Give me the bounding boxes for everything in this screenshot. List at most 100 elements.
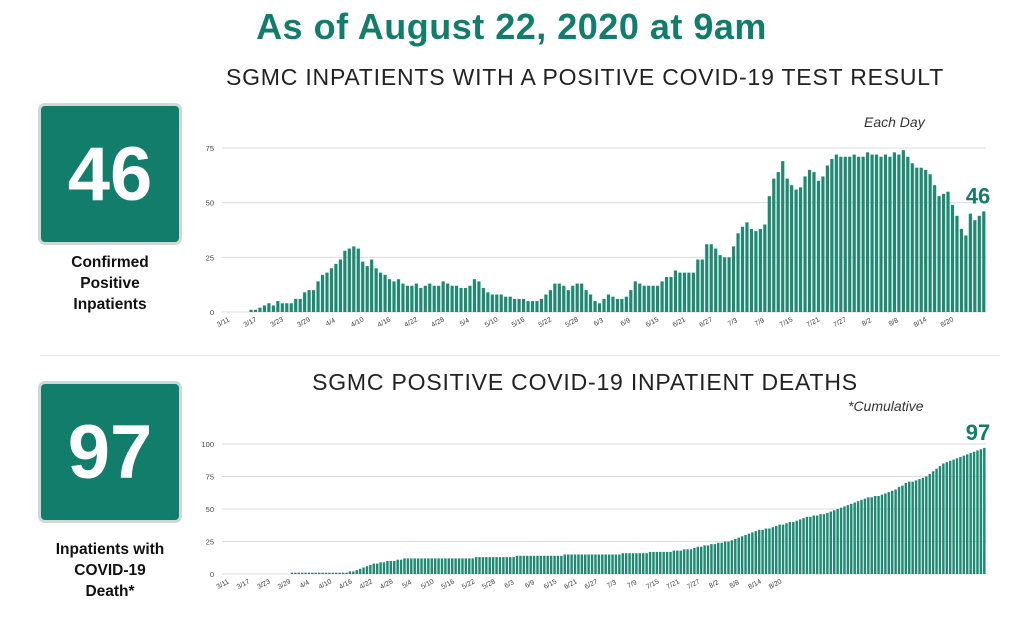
deaths-bar — [573, 554, 577, 574]
inpatients-bar — [405, 285, 410, 312]
inpatients-bar — [812, 172, 816, 312]
inpatients-bar — [816, 180, 821, 312]
inpatients-bar — [825, 165, 829, 312]
deaths-bar — [747, 533, 751, 574]
inpatients-x-tick-label: 3/23 — [269, 316, 284, 329]
inpatients-bar — [807, 169, 812, 312]
inpatients-x-tick-label: 7/21 — [806, 316, 821, 329]
inpatients-bar — [379, 272, 383, 312]
inpatients-x-tick-label: 4/10 — [350, 316, 365, 329]
deaths-bar — [403, 558, 406, 574]
inpatients-bar — [320, 274, 325, 312]
deaths-y-tick-label: 100 — [201, 440, 214, 449]
deaths-bar — [713, 544, 717, 574]
inpatients-bar — [633, 281, 637, 312]
deaths-bar — [833, 510, 836, 574]
deaths-bar — [495, 557, 498, 574]
deaths-bar — [696, 546, 700, 574]
deaths-x-tick-label: 4/16 — [338, 578, 353, 591]
inpatients-bar — [347, 248, 351, 312]
deaths-bar — [815, 515, 819, 574]
inpatients-bar — [928, 174, 932, 312]
deaths-bar — [642, 553, 645, 574]
inpatients-bar — [821, 176, 825, 312]
deaths-x-tick-label: 4/28 — [379, 578, 394, 591]
deaths-bar — [942, 463, 945, 574]
inpatients-bar — [718, 255, 722, 312]
inpatients-bar — [892, 152, 897, 312]
inpatients-bar — [311, 290, 316, 312]
deaths-bar — [836, 509, 839, 574]
deaths-bar — [437, 558, 440, 574]
inpatients-bar — [414, 283, 418, 312]
deaths-bar — [710, 544, 713, 574]
deaths-bar — [935, 468, 938, 574]
inpatients-bar — [495, 294, 499, 312]
deaths-x-tick-label: 5/4 — [401, 579, 413, 590]
deaths-bar — [393, 561, 396, 574]
inpatients-bar — [387, 279, 392, 312]
inpatients-bar — [781, 161, 785, 312]
deaths-bar — [850, 503, 853, 574]
deaths-bar — [307, 572, 311, 574]
deaths-bar — [720, 542, 723, 574]
deaths-bar — [703, 545, 706, 574]
deaths-bar — [532, 555, 536, 574]
inpatients-bar — [575, 283, 579, 312]
inpatients-x-tick-label: 5/16 — [511, 316, 526, 329]
deaths-bar — [884, 493, 887, 574]
inpatients-bar — [830, 158, 834, 312]
deaths-bar — [931, 471, 935, 574]
deaths-x-tick-label: 7/3 — [606, 579, 618, 590]
deaths-chart-note: *Cumulative — [848, 398, 924, 414]
deaths-bar — [740, 536, 744, 574]
deaths-x-tick-label: 3/23 — [256, 578, 271, 591]
deaths-bar — [955, 458, 959, 574]
inpatients-bar — [486, 292, 490, 312]
inpatients-x-tick-label: 3/29 — [296, 316, 311, 329]
deaths-bar — [877, 496, 880, 574]
deaths-bar — [969, 453, 972, 574]
deaths-bar — [771, 527, 775, 574]
deaths-bar — [294, 572, 297, 574]
deaths-bar — [734, 538, 737, 574]
inpatients-bar — [441, 281, 445, 312]
deaths-bar — [508, 557, 512, 574]
deaths-caption-line: Inpatients with — [55, 541, 165, 558]
inpatients-x-tick-label: 3/11 — [216, 316, 231, 328]
deaths-bar — [300, 572, 304, 574]
inpatients-bar — [638, 283, 642, 312]
inpatients-bar — [401, 283, 405, 312]
deaths-bar — [928, 473, 931, 574]
inpatients-x-tick-label: 8/14 — [913, 316, 928, 329]
deaths-bar — [737, 537, 740, 574]
section-divider — [40, 355, 1000, 356]
inpatients-bar — [924, 169, 928, 312]
inpatients-bar — [754, 231, 758, 312]
deaths-bar — [880, 494, 884, 574]
deaths-bar — [785, 523, 788, 574]
deaths-x-tick-label: 7/27 — [686, 578, 701, 591]
inpatients-x-tick-label: 8/8 — [888, 317, 900, 328]
deaths-bar — [454, 558, 457, 574]
deaths-caption-line: Death* — [85, 583, 135, 600]
deaths-bar — [860, 499, 863, 574]
deaths-bar — [662, 551, 665, 574]
deaths-bar — [839, 507, 843, 574]
inpatients-bar — [329, 268, 334, 312]
inpatients-bar — [620, 298, 624, 312]
inpatients-bar — [673, 270, 678, 312]
deaths-bar — [908, 481, 911, 574]
inpatients-bar — [678, 272, 682, 312]
deaths-bar — [717, 542, 720, 574]
inpatients-bar — [915, 167, 919, 312]
deaths-bar — [324, 572, 328, 574]
inpatients-bar — [593, 301, 597, 312]
deaths-bar — [972, 451, 976, 574]
deaths-bar — [601, 554, 604, 574]
inpatients-bar — [852, 154, 856, 312]
deaths-caption-line: COVID-19 — [74, 562, 146, 579]
inpatients-bar — [933, 185, 937, 312]
inpatients-chart-title: SGMC INPATIENTS WITH A POSITIVE COVID-19… — [225, 64, 945, 90]
inpatients-bar — [977, 215, 981, 312]
